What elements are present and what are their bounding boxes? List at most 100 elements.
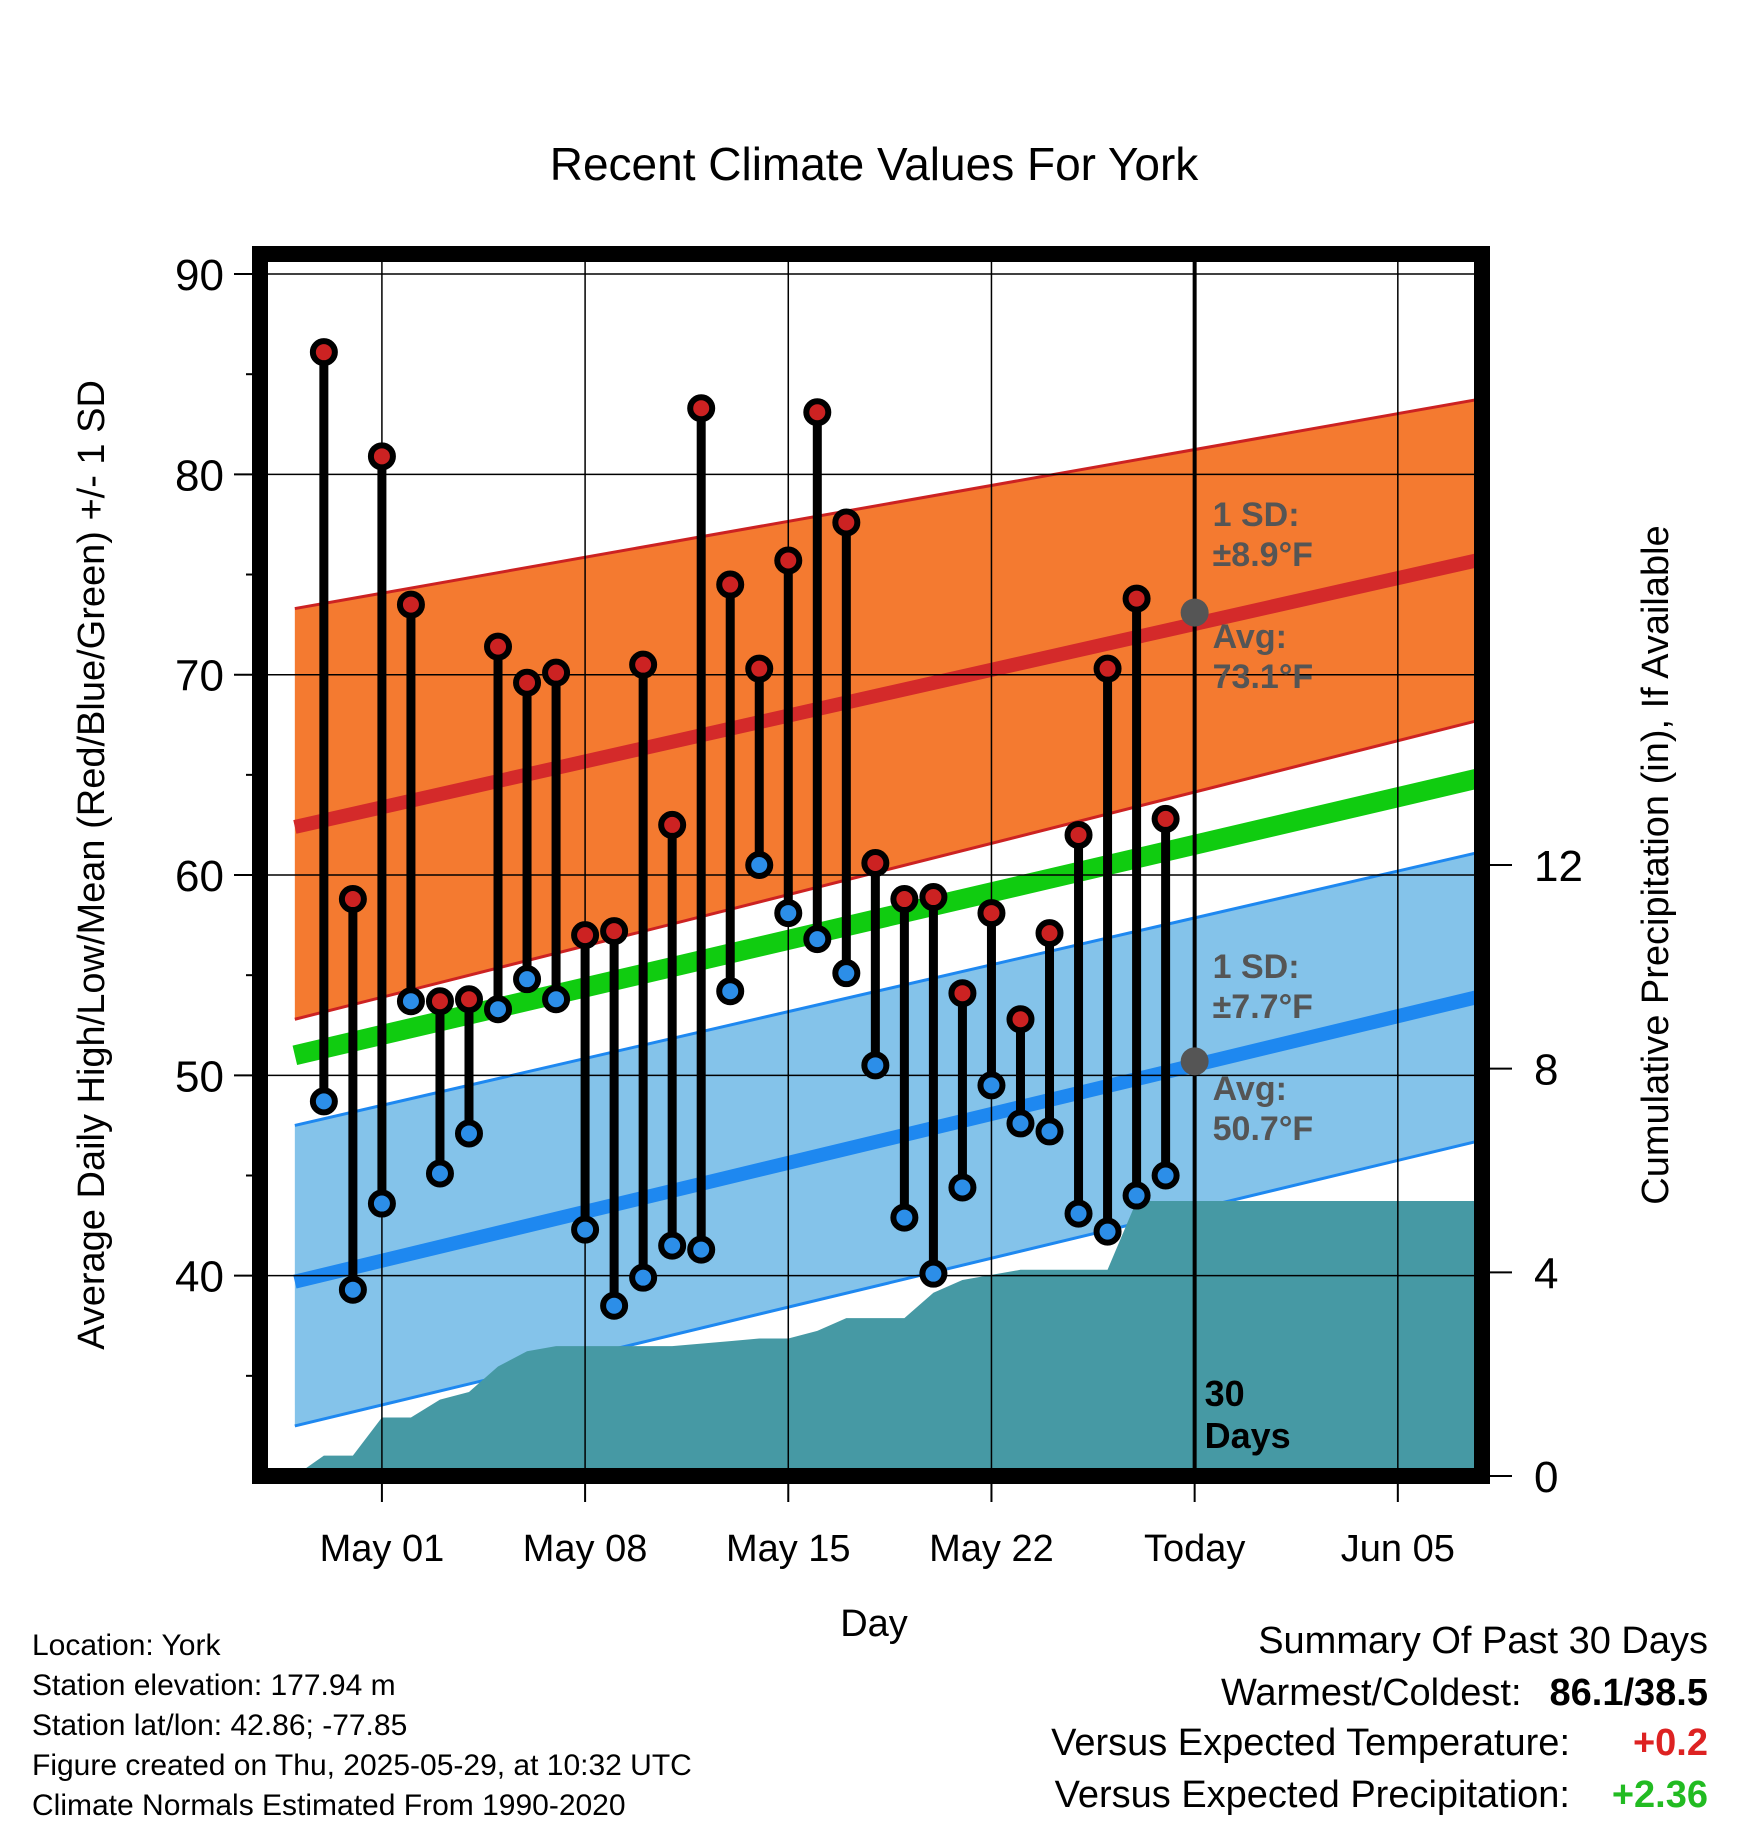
daily-high-point [1064,820,1093,849]
daily-high-point [309,338,338,367]
daily-high-point [1122,584,1151,613]
normal-low-line [293,988,1482,1289]
daily-high-point [658,810,687,839]
x-axis-label: Day [840,1603,908,1645]
daily-low-point [1035,1117,1064,1146]
daily-high-point [425,987,454,1016]
x-tick-label: May 01 [320,1528,445,1570]
high-avg-label-line2: 73.1°F [1213,658,1314,696]
daily-low-point [309,1087,338,1116]
warm-cold-value: 86.1/38.5 [1549,1672,1708,1714]
daily-high-point [861,848,890,877]
daily-low-point [774,899,803,928]
daily-low-point [1064,1199,1093,1228]
y-tick-label: 70 [175,652,224,701]
low-sd-label-line1: 1 SD: [1213,948,1300,986]
daily-high-point [687,394,716,423]
daily-low-point [1151,1161,1180,1190]
summary-warm-cold: Warmest/Coldest: 86.1/38.5 [1221,1672,1708,1715]
daily-low-point [803,925,832,954]
daily-low-point [919,1259,948,1288]
summary-precip: Versus Expected Precipitation: +2.36 [1055,1774,1708,1817]
y2-tick-label: 4 [1534,1249,1558,1298]
daily-low-point [513,965,542,994]
daily-low-point [367,1189,396,1218]
daily-low-point [629,1263,658,1292]
y2-tick-label: 12 [1534,842,1583,891]
x-tick-label: May 08 [523,1528,648,1570]
low-avg-marker [1180,1047,1209,1076]
daily-high-point [803,398,832,427]
low-sd-upper-edge [294,850,1482,1127]
daily-low-point [1122,1181,1151,1210]
daily-high-point [716,570,745,599]
daily-high-point [1093,654,1122,683]
y-tick-label: 60 [175,852,224,901]
warm-cold-label: Warmest/Coldest: [1220,1672,1522,1714]
daily-low-point [832,959,861,988]
daily-high-point [1151,804,1180,833]
location-text: Location: York [32,1629,221,1662]
temp-anomaly-label: Versus Expected Temperature: [1051,1722,1570,1764]
daily-high-point [542,658,571,687]
daily-high-point [600,917,629,946]
y-tick-label: 40 [175,1253,224,1302]
y-tick-label: 90 [175,251,224,300]
y-axis-label: Average Daily High/Low/Mean (Red/Blue/Gr… [71,380,113,1350]
daily-low-point [890,1203,919,1232]
daily-high-point [629,650,658,679]
summary-title: Summary Of Past 30 Days [1258,1620,1708,1662]
daily-high-point [367,442,396,471]
normals-period-text: Climate Normals Estimated From 1990-2020 [32,1789,626,1822]
high-sd-band [294,398,1482,1020]
days-window-line2: Days [1205,1415,1291,1456]
daily-high-point [977,899,1006,928]
low-avg-label-line1: Avg: [1213,1070,1287,1108]
daily-low-point [1093,1217,1122,1246]
daily-high-point [890,885,919,914]
y-tick-label: 80 [175,451,224,500]
days-window-line1: 30 [1205,1373,1245,1414]
y-tick-label: 50 [175,1052,224,1101]
daily-high-point [774,546,803,575]
precip-anomaly-label: Versus Expected Precipitation: [1054,1774,1570,1816]
daily-low-point [484,995,513,1024]
chart-title: Recent Climate Values For York [550,138,1200,190]
daily-high-point [454,985,483,1014]
latlon-text: Station lat/lon: 42.86; -77.85 [32,1709,408,1742]
daily-low-point [687,1235,716,1264]
precip-anomaly-value: +2.36 [1611,1774,1708,1816]
cumulative-precip-area [294,1201,1482,1476]
y2-tick-label: 0 [1534,1453,1558,1502]
high-sd-label-line1: 1 SD: [1213,496,1300,534]
daily-high-point [919,883,948,912]
daily-high-point [396,590,425,619]
y2-axis-label: Cumulative Precipitation (in), If Availa… [1635,525,1677,1204]
daily-low-point [716,977,745,1006]
daily-high-point [948,979,977,1008]
daily-high-point [1006,1005,1035,1034]
daily-high-point [484,632,513,661]
daily-low-point [948,1173,977,1202]
created-text: Figure created on Thu, 2025-05-29, at 10… [32,1749,692,1782]
daily-low-point [454,1119,483,1148]
y2-tick-label: 8 [1534,1046,1558,1095]
daily-low-point [658,1231,687,1260]
high-sd-upper-edge [294,397,1482,611]
daily-high-point [832,508,861,537]
x-tick-label: Jun 05 [1341,1528,1455,1570]
x-tick-label: May 15 [726,1528,851,1570]
x-tick-label: Today [1144,1528,1245,1570]
daily-low-point [745,851,774,879]
summary-temp: Versus Expected Temperature: +0.2 [1051,1722,1708,1765]
daily-low-point [977,1071,1006,1100]
daily-low-point [1006,1109,1035,1138]
daily-low-point [542,985,571,1014]
daily-high-point [571,921,600,950]
daily-low-point [396,987,425,1016]
daily-low-point [571,1215,600,1244]
daily-high-point [513,668,542,697]
daily-low-point [425,1159,454,1188]
high-sd-lower-edge [294,717,1482,1021]
